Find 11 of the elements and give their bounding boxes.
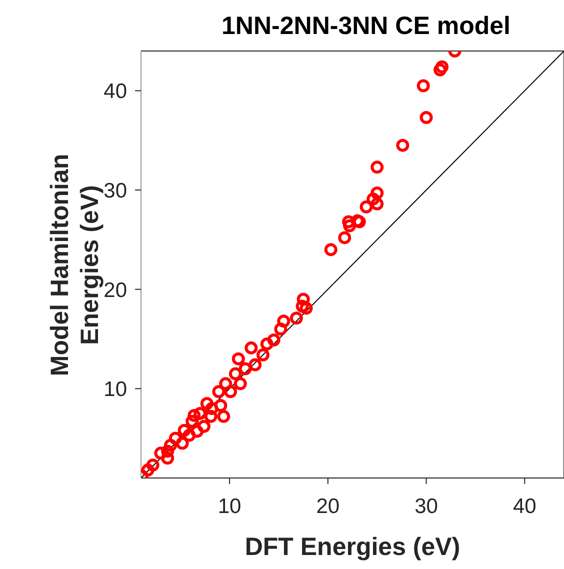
x-tick-label: 20: [316, 494, 340, 518]
x-tick-label: 10: [218, 494, 242, 518]
y-tick-label: 10: [104, 378, 127, 402]
y-tick-label: 40: [104, 80, 127, 104]
y-tick-label: 20: [104, 278, 127, 302]
chart-title: 1NN-2NN-3NN CE model: [220, 12, 512, 41]
x-axis-title: DFT Energies (eV): [244, 533, 462, 562]
y-axis-title: Model Hamiltonian Energies (eV): [46, 154, 104, 376]
x-tick-label: 30: [414, 494, 438, 518]
x-tick-label: 40: [512, 494, 536, 518]
y-tick-label: 30: [104, 179, 127, 202]
